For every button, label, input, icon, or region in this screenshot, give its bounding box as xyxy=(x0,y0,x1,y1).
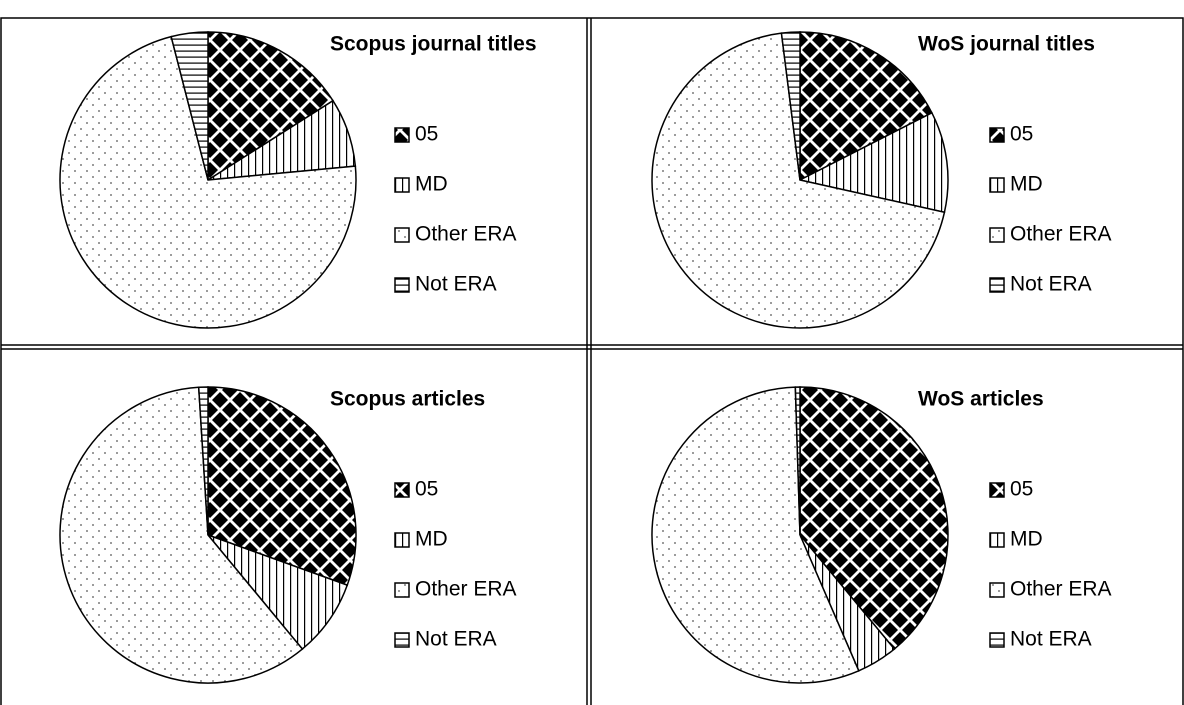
legend-label: MD xyxy=(415,173,448,196)
pie-slice xyxy=(651,32,946,329)
legend-label: MD xyxy=(1010,528,1043,551)
pie-slice xyxy=(170,31,209,181)
pie-slice xyxy=(651,386,860,684)
legend-label: Not ERA xyxy=(1010,273,1092,296)
legend-label: Other ERA xyxy=(1010,578,1112,601)
chart-title: Scopus articles xyxy=(330,388,485,411)
pie-slice xyxy=(207,31,334,182)
legend-label: Not ERA xyxy=(415,628,497,651)
legend-swatch xyxy=(394,227,410,243)
legend-label: Other ERA xyxy=(415,578,517,601)
legend-label: Other ERA xyxy=(1010,223,1112,246)
legend-swatch xyxy=(394,177,410,193)
pie-slice xyxy=(59,386,304,684)
legend-swatch xyxy=(989,482,1005,498)
legend-swatch xyxy=(989,127,1005,143)
pie-slice xyxy=(780,31,801,181)
chart-title: Scopus journal titles xyxy=(330,33,537,56)
legend-swatch xyxy=(989,582,1005,598)
legend-swatch xyxy=(394,532,410,548)
legend-swatch xyxy=(989,177,1005,193)
legend-swatch xyxy=(989,277,1005,293)
legend-swatch xyxy=(989,227,1005,243)
grid-frame xyxy=(0,17,1184,705)
legend-label: MD xyxy=(415,528,448,551)
legend-label: 05 xyxy=(1010,478,1033,501)
pie-slice xyxy=(799,31,933,182)
pie-slice xyxy=(799,386,949,651)
legend-swatch xyxy=(394,482,410,498)
pie-slice xyxy=(59,35,357,329)
legend-label: Not ERA xyxy=(1010,628,1092,651)
legend-swatch xyxy=(394,632,410,648)
chart-title: WoS articles xyxy=(918,388,1044,411)
legend-swatch xyxy=(394,127,410,143)
legend-label: 05 xyxy=(415,478,438,501)
legend-label: MD xyxy=(1010,173,1043,196)
legend-label: Not ERA xyxy=(415,273,497,296)
legend-swatch xyxy=(394,582,410,598)
chart-title: WoS journal titles xyxy=(918,33,1095,56)
pie-slice xyxy=(197,386,209,536)
legend-swatch xyxy=(394,277,410,293)
legend-swatch xyxy=(989,532,1005,548)
pie-slice xyxy=(794,386,801,536)
pie-slice xyxy=(207,386,357,587)
pie-slice xyxy=(797,111,949,214)
legend-label: Other ERA xyxy=(415,223,517,246)
legend-label: 05 xyxy=(1010,123,1033,146)
legend-label: 05 xyxy=(415,123,438,146)
legend-swatch xyxy=(989,632,1005,648)
